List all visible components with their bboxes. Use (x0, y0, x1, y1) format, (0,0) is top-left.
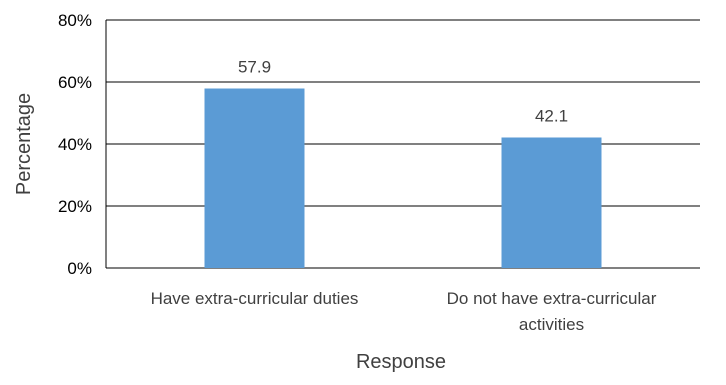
y-tick-label: 60% (58, 73, 92, 92)
bar (501, 137, 602, 268)
x-axis-category-labels: Have extra-curricular duties Do not have … (151, 289, 657, 334)
x-axis-title: Response (356, 351, 446, 373)
y-tick-label: 40% (58, 135, 92, 154)
data-label: 42.1 (535, 106, 568, 125)
x-category-label: Do not have extra-curricular (447, 289, 657, 308)
y-axis-ticks: 0% 20% 40% 60% 80% (58, 11, 92, 278)
y-tick-label: 0% (67, 259, 92, 278)
data-label: 57.9 (238, 58, 271, 77)
y-tick-label: 20% (58, 197, 92, 216)
gridlines (105, 19, 700, 269)
x-category-label: Have extra-curricular duties (151, 289, 359, 308)
y-axis-title: Percentage (13, 93, 35, 195)
bar (204, 88, 305, 268)
y-tick-label: 80% (58, 11, 92, 30)
x-category-label: activities (519, 315, 584, 334)
bars (204, 88, 602, 268)
data-labels: 57.9 42.1 (238, 58, 568, 126)
